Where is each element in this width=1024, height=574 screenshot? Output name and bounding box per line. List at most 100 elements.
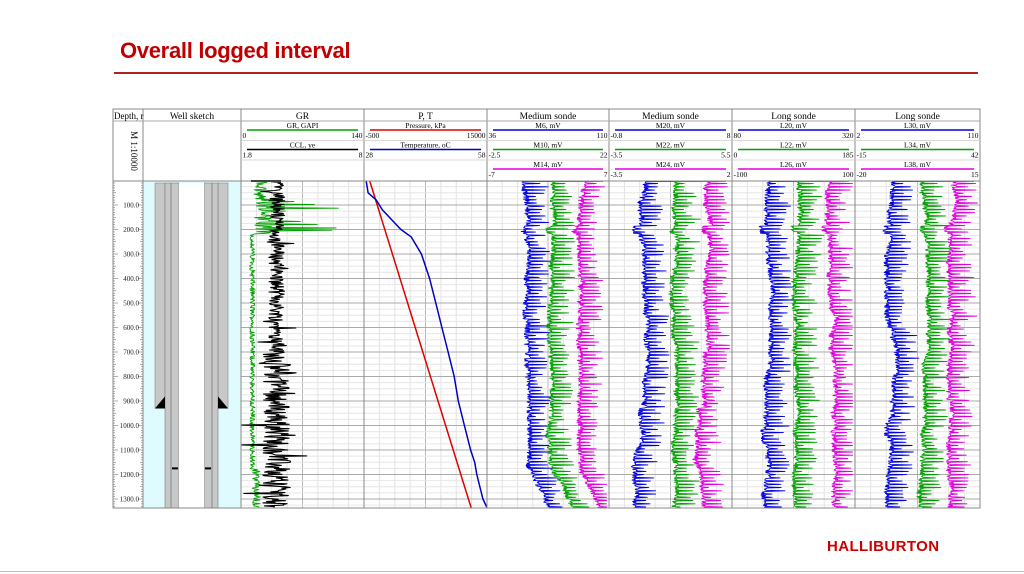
wellbore	[179, 183, 204, 508]
curve-max: 5.5	[721, 151, 731, 160]
curve-max: 8	[727, 131, 731, 140]
depth-tick-label: 100.0	[123, 202, 139, 210]
sonde-curve-m20	[630, 180, 726, 508]
gr-curve	[249, 180, 339, 508]
depth-tick-label: 300.0	[123, 251, 139, 259]
depth-tick-label: 600.0	[123, 324, 139, 332]
depth-tick-label: 400.0	[123, 275, 139, 283]
curve-min: 1.8	[243, 151, 253, 160]
curve-max: 58	[478, 151, 486, 160]
curve-max: 2	[727, 170, 731, 179]
sonde-curve-l38	[943, 180, 978, 508]
inner-casing-left	[164, 182, 180, 509]
curve-min: -100	[734, 170, 748, 179]
depth-tick-label: 500.0	[123, 300, 139, 308]
track-title: P, T	[418, 112, 433, 122]
curve-max: 15000	[467, 131, 486, 140]
sonde-curve-l34	[916, 180, 974, 508]
halliburton-logo: HALLIBURTON	[827, 538, 940, 555]
curve-min: -3.5	[611, 170, 623, 179]
curve-max: 7	[604, 170, 608, 179]
depth-tick-label: 800.0	[123, 373, 139, 381]
curves-layer	[240, 179, 978, 508]
curve-name: M24, mV	[656, 160, 686, 169]
track-title: GR	[296, 112, 310, 122]
curve-min: -2.5	[489, 151, 501, 160]
curve-min: -7	[489, 170, 495, 179]
curve-name: M20, mV	[656, 121, 686, 130]
curve-min: 28	[366, 151, 374, 160]
curve-min: -500	[366, 131, 380, 140]
curve-max: 320	[842, 131, 854, 140]
curve-name: L38, mV	[904, 160, 932, 169]
outer-casing-right	[217, 182, 229, 409]
casing-shoe-right-icon	[218, 396, 228, 409]
curve-min: -20	[857, 170, 867, 179]
curve-min: -3.5	[611, 151, 623, 160]
sonde-curve-l30	[882, 180, 974, 508]
log-frame	[112, 108, 981, 509]
curve-max: 15	[971, 170, 979, 179]
curve-name: L22, mV	[780, 141, 808, 150]
curve-name: Pressure, kPa	[405, 121, 446, 130]
track-title: Medium sonde	[520, 112, 577, 122]
depth-tick-label: 200.0	[123, 226, 139, 234]
curve-name: Temperature, oC	[400, 141, 450, 150]
curve-min: 2	[857, 131, 861, 140]
depth-tick-label: 1300.0	[120, 496, 140, 504]
curve-max: 22	[600, 151, 608, 160]
frame-layer: 100.0 200.0 300.0 400.0 500.0 600.0 700.0 800.0…	[112, 108, 981, 509]
curve-name: L20, mV	[780, 121, 808, 130]
curve-name: M14, mV	[533, 160, 563, 169]
footer-rule	[0, 571, 1024, 572]
track-title: Long sonde	[771, 112, 816, 122]
title-underline	[114, 72, 978, 74]
track-title: Long sonde	[895, 112, 940, 122]
sonde-curve-m22	[668, 180, 726, 508]
curve-name: L30, mV	[904, 121, 932, 130]
curve-name: M6, mV	[535, 121, 561, 130]
curve-name: L34, mV	[904, 141, 932, 150]
sonde-curve-l22	[790, 180, 849, 508]
curve-max: 110	[597, 131, 608, 140]
curve-min: 80	[734, 131, 742, 140]
curve-max: 140	[351, 131, 363, 140]
well-sketch-title: Well sketch	[170, 112, 215, 122]
curve-max: 185	[842, 151, 854, 160]
curve-name: CCL, ye	[290, 141, 316, 150]
curve-min: -0.8	[611, 131, 623, 140]
track-title: Medium sonde	[642, 112, 699, 122]
outer-casing-left	[154, 182, 166, 409]
pressure-curve	[368, 180, 472, 508]
curve-min: 0	[243, 131, 247, 140]
curve-name: L26, mV	[780, 160, 808, 169]
curve-max: 110	[968, 131, 979, 140]
curve-min: 0	[734, 151, 738, 160]
curve-max: 100	[842, 170, 854, 179]
temperature-curve	[365, 180, 488, 508]
depth-tick-label: 900.0	[123, 398, 139, 406]
curve-max: 8	[359, 151, 363, 160]
curve-name: GR, GAPI	[287, 121, 319, 130]
curve-min: 36	[489, 131, 497, 140]
inner-casing-right	[203, 182, 219, 509]
curve-name: M10, mV	[533, 141, 563, 150]
depth-tick-label: 1100.0	[120, 447, 139, 455]
depth-tick-label: 1200.0	[120, 471, 140, 479]
depth-column-title: Depth, r	[114, 111, 144, 121]
curve-name: M22, mV	[656, 141, 686, 150]
sonde-curve-m14	[571, 180, 608, 508]
sonde-curve-m10	[545, 180, 603, 508]
curve-min: -15	[857, 151, 867, 160]
sonde-curve-l26	[821, 180, 853, 508]
sonde-curve-m24	[692, 180, 730, 508]
well-sketch	[143, 181, 241, 509]
depth-scale-label: M 1:10000	[129, 131, 139, 171]
sonde-curve-l20	[758, 180, 849, 508]
slide-title: Overall logged interval	[120, 38, 351, 63]
sonde-curve-m6	[520, 180, 603, 508]
depth-tick-label: 700.0	[123, 349, 139, 357]
depth-tick-label: 1000.0	[120, 422, 140, 430]
